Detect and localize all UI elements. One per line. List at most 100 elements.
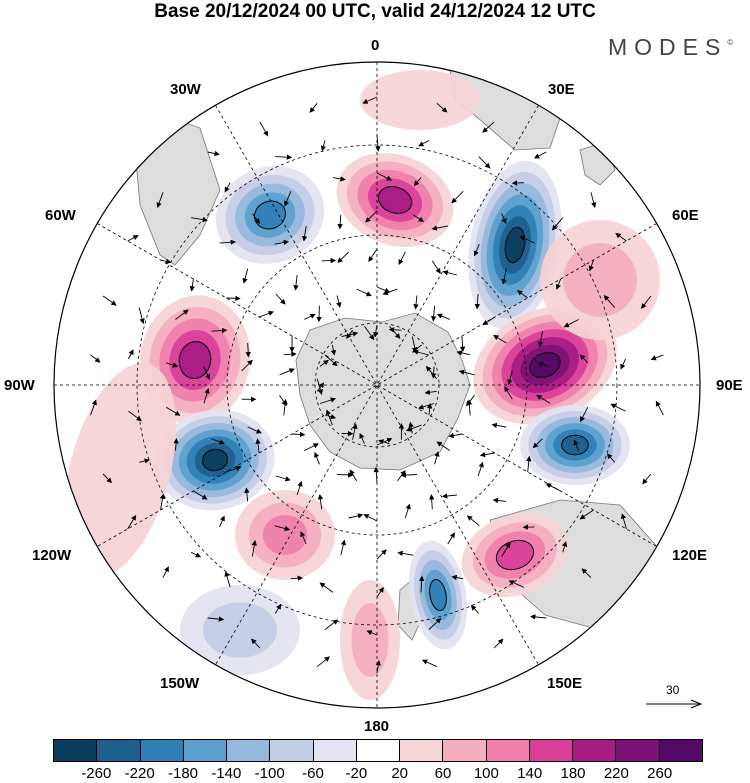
wind-vector — [337, 251, 350, 264]
anomaly-contour — [429, 578, 447, 612]
wind-vector — [412, 214, 425, 222]
lon-label-150e: 150E — [547, 675, 583, 692]
wind-vector — [430, 366, 437, 379]
wind-vector — [436, 441, 451, 451]
wind-vector — [579, 509, 594, 520]
wind-vector — [492, 497, 507, 504]
wind-vector — [319, 582, 334, 593]
wind-vector — [428, 494, 435, 510]
wind-vector — [459, 335, 466, 352]
wind-vector — [428, 617, 442, 630]
wind-vector — [90, 399, 97, 416]
wind-vector — [102, 295, 117, 306]
wind-vector — [283, 351, 297, 357]
wind-vector — [373, 466, 379, 484]
wind-vector — [430, 305, 437, 322]
wind-vector — [275, 154, 293, 160]
wind-vector — [324, 354, 338, 367]
wind-vector — [219, 515, 225, 528]
wind-vector — [330, 344, 337, 356]
wind-vector — [425, 365, 438, 379]
wind-vector — [610, 403, 626, 412]
colorbar-tick-label: -220 — [124, 765, 155, 782]
wind-vector — [581, 568, 592, 579]
colorbar — [53, 739, 703, 762]
colorbar-tick-label: -100 — [254, 765, 285, 782]
wind-vector — [519, 235, 535, 244]
lon-label-120w: 120W — [32, 547, 72, 564]
wind-vector — [405, 424, 422, 432]
wind-vector — [470, 604, 480, 614]
wind-vector — [534, 151, 547, 159]
wind-vector — [279, 368, 295, 376]
wind-vector — [473, 244, 480, 257]
wind-vector — [252, 213, 261, 225]
colorbar-segment — [616, 740, 660, 761]
lon-label-120e: 120E — [672, 547, 708, 564]
wind-vector — [352, 423, 358, 440]
colorbar-tick-label: -140 — [211, 765, 242, 782]
wind-vector — [102, 473, 113, 484]
wind-vector — [128, 349, 134, 360]
wind-vector — [362, 96, 378, 104]
wind-vector — [356, 288, 372, 297]
anomaly-contour — [203, 602, 277, 658]
wind-vector — [304, 313, 316, 320]
wind-vector — [336, 295, 342, 308]
wind-vector — [493, 638, 504, 649]
anomaly-contour — [360, 70, 480, 130]
wind-vector — [292, 431, 306, 438]
colorbar-segment — [313, 740, 357, 761]
wind-vector — [317, 494, 324, 510]
wind-vector-layer — [90, 96, 664, 674]
wind-vector — [251, 540, 257, 557]
wind-vector — [309, 103, 318, 113]
colorbar-segment — [227, 740, 271, 761]
wind-vector — [259, 310, 274, 318]
wind-vector — [376, 286, 391, 293]
wind-vector — [368, 248, 378, 262]
wind-vector — [451, 190, 464, 204]
wind-vector — [166, 362, 179, 368]
wind-vector — [250, 638, 261, 649]
wind-vector — [296, 480, 303, 496]
wind-vector — [526, 455, 532, 473]
wind-vector — [436, 313, 450, 320]
wind-vector — [242, 268, 249, 284]
wind-vector — [90, 354, 101, 363]
wind-vector — [545, 483, 561, 492]
colorbar-segment — [140, 740, 184, 761]
south-america-land — [134, 109, 221, 266]
colorbar-tick-label: -60 — [302, 765, 324, 782]
lon-label-180: 180 — [364, 718, 390, 735]
wind-vector — [325, 409, 333, 426]
wind-vector — [207, 616, 225, 622]
wind-vector — [421, 659, 438, 668]
wind-vector — [175, 309, 189, 320]
wind-vector — [482, 121, 495, 133]
wind-vector — [337, 214, 343, 230]
wind-vector — [397, 550, 414, 557]
wind-vector — [128, 410, 142, 422]
wind-vector — [474, 293, 481, 310]
wind-vector — [274, 239, 289, 246]
wind-vector — [447, 532, 455, 545]
anomaly-contour — [262, 515, 308, 555]
wind-vector — [655, 400, 664, 416]
wind-vector — [173, 438, 179, 451]
anomaly-field-layer — [63, 70, 660, 700]
wind-vector — [293, 274, 299, 291]
wind-vector — [458, 369, 475, 376]
wind-vector — [156, 192, 164, 209]
anomaly-contour — [561, 434, 589, 456]
colorbar-segment — [400, 740, 444, 761]
wind-vector — [244, 487, 250, 502]
wind-vector — [247, 426, 262, 434]
wind-vector — [620, 513, 627, 530]
wind-vector — [189, 278, 195, 292]
wind-vector — [537, 331, 544, 348]
wind-vector — [241, 359, 253, 372]
wind-vector — [413, 177, 422, 187]
wind-vector — [162, 566, 169, 578]
wind-vector — [418, 140, 430, 147]
